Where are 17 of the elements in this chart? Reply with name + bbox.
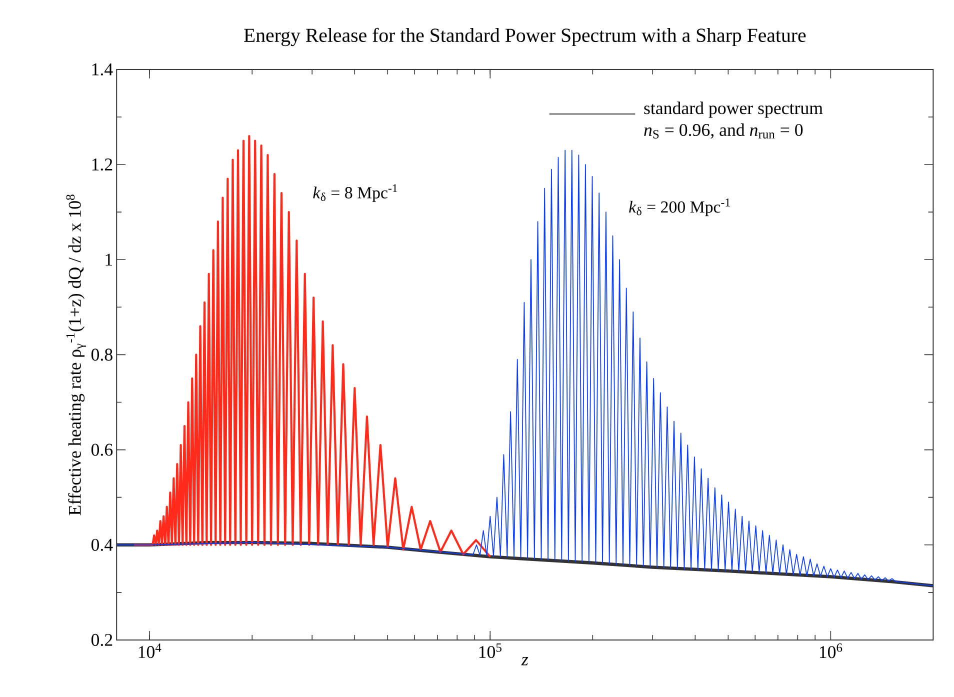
series-label: k$_{δ}$ = 8 Mpc$^{-1}$ bbox=[313, 184, 398, 202]
y-tick-label: 0.2 bbox=[91, 634, 112, 646]
x-tick-label: 10$^{5}$ bbox=[479, 644, 502, 658]
y-tick-label: 0.8 bbox=[91, 348, 112, 361]
chart-title: Energy Release for the Standard Power Spectrum with a Sharp Feature bbox=[244, 28, 806, 46]
annotation: n$_{S}$ = 0.96, and n$_{run}$ = 0 bbox=[644, 124, 803, 139]
y-tick-label: 1.4 bbox=[92, 64, 113, 76]
y-tick-label: 1 bbox=[106, 254, 112, 266]
x-tick-label: 10$^{6}$ bbox=[820, 644, 842, 658]
y-tick-label: 1.2 bbox=[92, 158, 112, 171]
y-axis-title: Effective heating rate ρ$_{γ}$$^{-1}$(1+z) dQ / dz x 10$^{8}$ bbox=[66, 194, 86, 516]
y-tick-label: 0.6 bbox=[91, 444, 113, 456]
series-label: k$_{δ}$ = 200 Mpc$^{-1}$ bbox=[629, 198, 730, 216]
legend-label: standard power spectrum bbox=[644, 102, 823, 118]
x-axis-title: z bbox=[521, 657, 528, 666]
y-tick-label: 0.4 bbox=[91, 539, 113, 552]
x-tick-label: 10$^{4}$ bbox=[138, 644, 162, 658]
